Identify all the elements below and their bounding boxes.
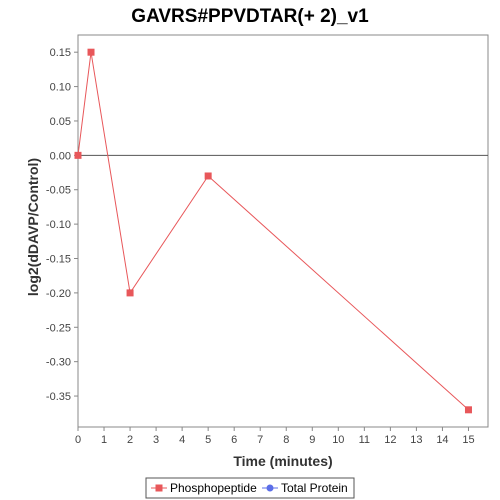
- y-tick-label: 0.15: [50, 47, 71, 59]
- y-tick-label: -0.15: [46, 254, 71, 266]
- y-tick-label: -0.30: [46, 357, 71, 369]
- data-point: [87, 48, 95, 56]
- y-tick-label: -0.20: [46, 288, 71, 300]
- y-tick-label: -0.10: [46, 219, 71, 231]
- x-tick-label: 5: [205, 434, 211, 446]
- x-tick-label: 13: [410, 434, 422, 446]
- x-tick-label: 8: [283, 434, 289, 446]
- y-axis-label: log2(dDAVP/Control): [25, 158, 41, 296]
- legend-circle-marker-icon: [266, 484, 274, 492]
- data-point: [126, 289, 134, 297]
- axis-ticks: 0 1 2 3 4 5 6 7 8 9 10 11 12 13 14 150.150.100.050.00-0…: [46, 47, 488, 446]
- legend-item-label: Phosphopeptide: [170, 481, 257, 495]
- x-tick-label: 6: [231, 434, 237, 446]
- x-tick-label: 3: [153, 434, 159, 446]
- plot-area: [77, 34, 489, 428]
- x-tick-label: 11: [359, 434, 370, 446]
- x-tick-label: 15: [462, 434, 474, 446]
- legend-box: [145, 477, 355, 499]
- x-tick-label: 2: [127, 434, 133, 446]
- x-axis-label: Time (minutes): [233, 453, 332, 469]
- data-point: [204, 172, 212, 180]
- y-tick-label: 0.00: [50, 150, 71, 162]
- y-tick-label: -0.35: [46, 391, 71, 403]
- legend: Phosphopeptide Total Protein: [145, 477, 355, 499]
- x-tick-label: 14: [436, 434, 448, 446]
- data-point: [74, 151, 82, 159]
- y-tick-label: 0.05: [50, 116, 71, 128]
- legend-item-label: Total Protein: [281, 481, 348, 495]
- y-tick-label: 0.10: [50, 82, 71, 94]
- x-tick-label: 0: [75, 434, 81, 446]
- data-point: [464, 406, 472, 414]
- x-tick-label: 12: [384, 434, 396, 446]
- chart-title: GAVRS#PPVDTAR(+ 2)_v1: [131, 6, 369, 27]
- x-tick-label: 10: [332, 434, 344, 446]
- x-tick-label: 7: [257, 434, 263, 446]
- x-tick-label: 9: [309, 434, 315, 446]
- legend-square-marker-icon: [155, 484, 163, 492]
- x-tick-label: 4: [179, 434, 185, 446]
- y-tick-label: -0.25: [46, 322, 71, 334]
- y-tick-label: -0.05: [46, 185, 71, 197]
- series-layer: [74, 48, 472, 414]
- x-tick-label: 1: [101, 434, 107, 446]
